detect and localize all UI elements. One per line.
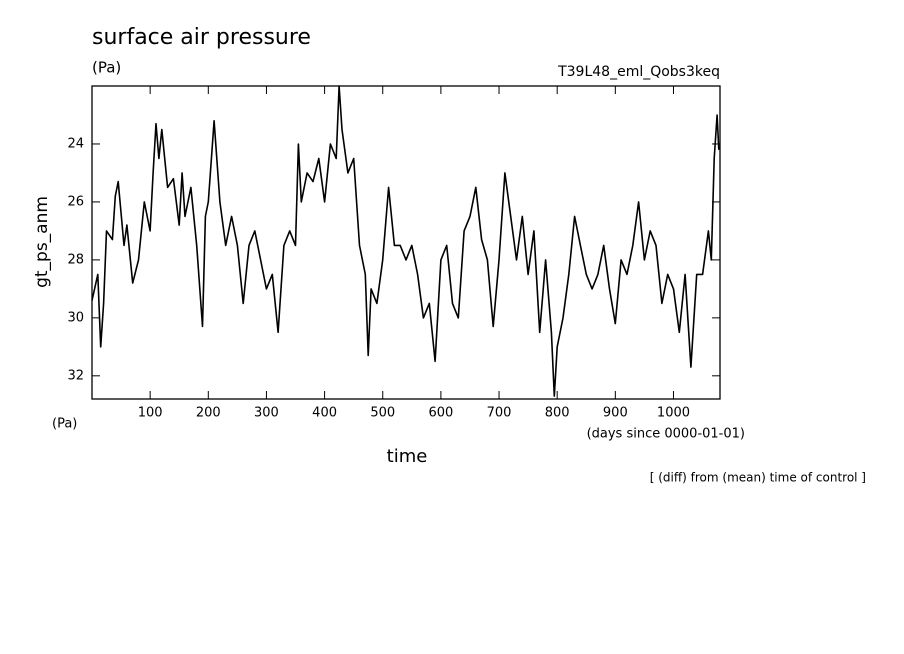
y-tick-label: 24 bbox=[67, 136, 84, 151]
units: (Pa) bbox=[92, 59, 121, 77]
plot-frame bbox=[91, 85, 721, 400]
x-units: (days since 0000-01-01) bbox=[587, 427, 745, 442]
x-tick-label: 600 bbox=[428, 406, 453, 421]
x-axis-label: time bbox=[387, 446, 428, 467]
x-tick-label: 200 bbox=[196, 406, 221, 421]
y-tick-label: 32 bbox=[67, 368, 84, 383]
x-tick-label: 1000 bbox=[657, 406, 690, 421]
experiment: T39L48_eml_Qobs3keq bbox=[557, 64, 720, 80]
x-tick-label: 800 bbox=[545, 406, 570, 421]
chart-title: surface air pressure bbox=[92, 25, 311, 50]
x-tick-label: 300 bbox=[254, 406, 279, 421]
y-units: (Pa) bbox=[52, 417, 77, 432]
y-tick-label: 26 bbox=[67, 194, 84, 209]
y-tick-label: 30 bbox=[67, 310, 84, 325]
x-tick-label: 100 bbox=[138, 406, 163, 421]
x-tick-label: 700 bbox=[487, 406, 512, 421]
note: [ (diff) from (mean) time of control ] bbox=[650, 471, 866, 485]
y-axis-label: gt_ps_anm bbox=[32, 196, 52, 288]
x-tick-label: 400 bbox=[312, 406, 337, 421]
y-tick-label: 28 bbox=[67, 252, 84, 267]
data-line bbox=[91, 85, 720, 397]
x-tick-label: 500 bbox=[370, 406, 395, 421]
x-tick-label: 900 bbox=[603, 406, 628, 421]
